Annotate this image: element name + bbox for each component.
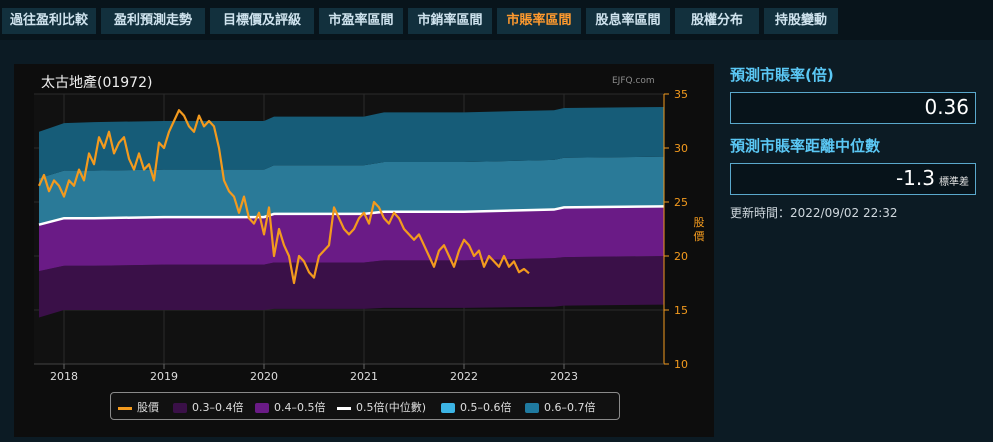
chart-title: 太古地產(01972) [41,75,153,91]
legend-swatch [525,403,539,413]
price-line [38,109,530,285]
chart-panel: 太古地產(01972) EJFQ.com 10 15 20 25 30 35 股價 2018 2… [14,64,714,437]
distance-value-box: -1.3 標準差 [730,163,976,195]
chart-legend: 股價 0.3–0.4倍 0.4–0.5倍 0.5倍(中位數) 0.5–0.6倍 0.6–0… [110,392,620,420]
x-tick-label: 2022 [450,370,478,383]
legend-swatch [337,406,351,410]
legend-label: 0.5倍(中位數) [356,401,427,414]
x-tick-label: 2021 [350,370,378,383]
pb-label: 預測市賬率(倍) [730,66,834,84]
tab-1[interactable]: 過往盈利比較 [2,8,96,34]
y-tick-label: 25 [674,196,688,209]
tab-bar: 過往盈利比較 盈利預測走勢 目標價及評級 市盈率區間 市銷率區間 市賬率區間 股息率區間 股權… [0,0,993,40]
y-axis-label: 價 [694,229,705,243]
legend-swatch [173,403,187,413]
band-1 [39,256,664,318]
y-tick-label: 10 [674,358,688,371]
side-panel: 預測市賬率(倍) 0.36 預測市賬率距離中位數 -1.3 標準差 更新時間：20… [730,64,980,221]
update-time: 更新時間：2022/09/02 22:32 [730,206,898,220]
distance-unit: 標準差 [939,177,969,188]
band-2 [39,206,664,272]
legend-label: 0.4–0.5倍 [274,401,326,414]
tab-3[interactable]: 目標價及評級 [210,8,314,34]
tab-2[interactable]: 盈利預測走勢 [101,8,205,34]
legend-swatch [255,403,269,413]
y-axis-label: 股 [694,216,705,229]
watermark: EJFQ.com [612,76,655,86]
band-3 [39,156,664,225]
legend-item[interactable]: 0.3–0.4倍 [173,399,244,415]
pb-value: 0.36 [924,95,969,119]
legend-item[interactable]: 0.5倍(中位數) [337,399,426,415]
legend-swatch [441,403,455,413]
tab-4[interactable]: 市盈率區間 [319,8,403,34]
y-tick-label: 20 [674,250,688,263]
chart-plot: 10 15 20 25 30 35 股價 2018 2019 2020 2021 2022 2023 [34,88,705,383]
distance-value: -1.3 [895,166,935,190]
tab-6[interactable]: 市賬率區間 [497,8,581,34]
x-tick-label: 2020 [250,370,278,383]
pb-value-box: 0.36 [730,92,976,124]
legend-item[interactable]: 股價 [118,399,159,415]
tab-8[interactable]: 股權分布 [675,8,759,34]
x-tick-label: 2019 [150,370,178,383]
tab-9[interactable]: 持股變動 [764,8,838,34]
y-tick-label: 15 [674,304,688,317]
y-tick-label: 30 [674,142,688,155]
legend-label: 股價 [137,401,159,414]
legend-item[interactable]: 0.5–0.6倍 [441,399,512,415]
legend-swatch [118,406,132,410]
tab-7[interactable]: 股息率區間 [586,8,670,34]
y-tick-label: 35 [674,88,688,101]
x-tick-label: 2023 [550,370,578,383]
legend-label: 0.6–0.7倍 [544,401,596,414]
legend-item[interactable]: 0.6–0.7倍 [525,399,596,415]
tab-5[interactable]: 市銷率區間 [408,8,492,34]
x-tick-label: 2018 [50,370,78,383]
legend-label: 0.5–0.6倍 [460,401,512,414]
legend-label: 0.3–0.4倍 [192,401,244,414]
median-line [38,205,665,226]
distance-label: 預測市賬率距離中位數 [730,137,881,155]
legend-item[interactable]: 0.4–0.5倍 [255,399,326,415]
distance-readout: -1.3 標準差 [896,166,969,190]
